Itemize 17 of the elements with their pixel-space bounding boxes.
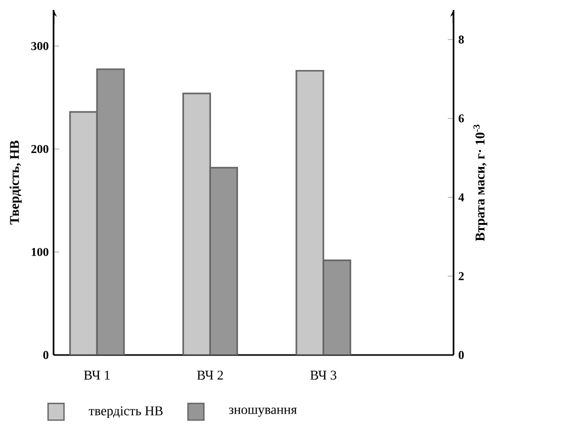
x-tick-label: ВЧ 3 <box>310 370 336 380</box>
legend-label: зношування <box>228 408 297 417</box>
y-tick-label: 300 <box>31 42 48 50</box>
x-tick-label: ВЧ 2 <box>197 370 223 380</box>
bar <box>296 70 324 355</box>
y2-tick-label: 2 <box>458 272 464 280</box>
legend-label: твердість НВ <box>88 406 163 418</box>
y-axis-title: Твердість, НВ <box>10 140 22 225</box>
x-tick-label: ВЧ 1 <box>84 370 110 380</box>
y2-axis-title: Втрата маси, г· 10$^{-3}$ <box>473 124 488 242</box>
y2-tick-label: 8 <box>458 36 464 44</box>
y-tick-label: 100 <box>32 248 48 256</box>
y2-tick-label: 0 <box>458 350 464 360</box>
y2-tick-label: 6 <box>458 114 464 122</box>
y-tick-label: 0 <box>43 350 48 360</box>
y2-tick-label: 4 <box>458 193 464 202</box>
y-tick-label: 200 <box>31 144 48 154</box>
